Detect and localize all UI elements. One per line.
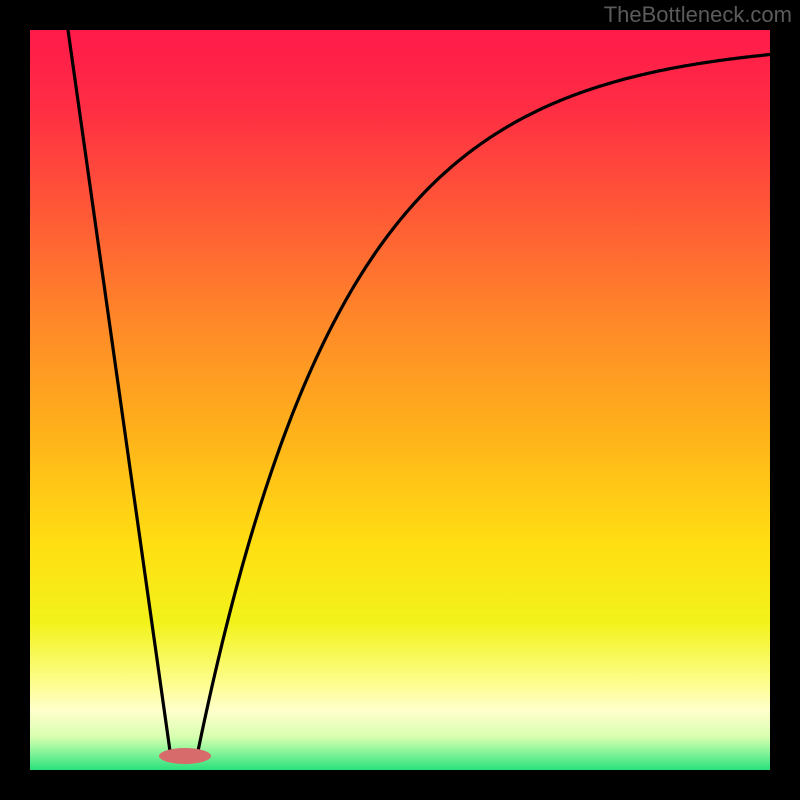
watermark-text: TheBottleneck.com [604, 2, 792, 28]
optimal-marker [159, 748, 211, 764]
bottleneck-chart [0, 0, 800, 800]
gradient-background [30, 30, 770, 770]
